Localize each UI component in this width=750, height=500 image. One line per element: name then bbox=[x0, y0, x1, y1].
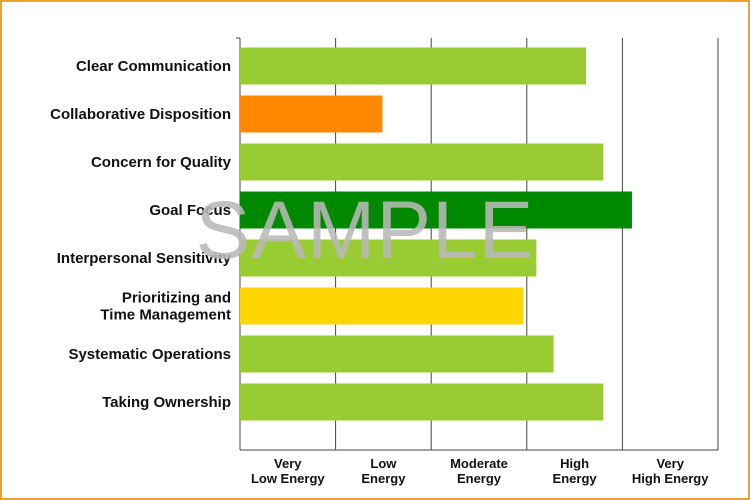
bar-1 bbox=[240, 47, 587, 85]
x-tick-label-line: High bbox=[560, 456, 589, 471]
x-tick-label-line: Energy bbox=[553, 471, 598, 486]
category-label: Taking Ownership bbox=[102, 394, 231, 411]
category-label: Clear Communication bbox=[76, 58, 231, 75]
bar-2 bbox=[240, 95, 383, 133]
category-label: Goal Focus bbox=[149, 202, 231, 219]
x-tick-label: Moderate Energy bbox=[450, 456, 508, 486]
x-tick-label-line: Energy bbox=[457, 471, 502, 486]
x-tick-label-line: Very bbox=[274, 456, 302, 471]
category-label-line: Goal Focus bbox=[149, 202, 231, 219]
category-label-line: Prioritizing and bbox=[122, 290, 231, 307]
category-label-line: Interpersonal Sensitivity bbox=[57, 250, 232, 267]
bar-3 bbox=[240, 143, 604, 181]
x-tick-label-line: Low bbox=[370, 456, 397, 471]
x-tick-label-line: Energy bbox=[361, 471, 406, 486]
bar-6 bbox=[240, 287, 523, 325]
category-label-line: Time Management bbox=[100, 307, 231, 324]
category-labels: Clear Communication Collaborative Disposi… bbox=[50, 58, 232, 411]
category-label-line: Collaborative Disposition bbox=[50, 106, 231, 123]
category-label-line: Clear Communication bbox=[76, 58, 231, 75]
bar-4 bbox=[240, 191, 632, 229]
x-tick-label: Low Energy bbox=[361, 456, 406, 486]
bars bbox=[240, 47, 632, 421]
x-tick-label-line: Very bbox=[656, 456, 684, 471]
category-label-line: Concern for Quality bbox=[91, 154, 232, 171]
category-label: Concern for Quality bbox=[91, 154, 232, 171]
watermark-text: SAMPLE bbox=[196, 185, 535, 276]
x-tick-label-line: Low Energy bbox=[251, 471, 325, 486]
category-label: Prioritizing and Time Management bbox=[100, 290, 231, 324]
bar-8 bbox=[240, 383, 604, 421]
x-tick-label-line: High Energy bbox=[632, 471, 709, 486]
category-label-line: Systematic Operations bbox=[68, 346, 231, 363]
x-tick-label: Very High Energy bbox=[632, 456, 709, 486]
category-label: Interpersonal Sensitivity bbox=[57, 250, 232, 267]
x-tick-label: Very Low Energy bbox=[251, 456, 325, 486]
bar-5 bbox=[240, 239, 537, 277]
category-label-line: Taking Ownership bbox=[102, 394, 231, 411]
x-tick-label-line: Moderate bbox=[450, 456, 508, 471]
x-tick-label: High Energy bbox=[553, 456, 598, 486]
category-label: Systematic Operations bbox=[68, 346, 231, 363]
category-label: Collaborative Disposition bbox=[50, 106, 231, 123]
bar-7 bbox=[240, 335, 554, 373]
